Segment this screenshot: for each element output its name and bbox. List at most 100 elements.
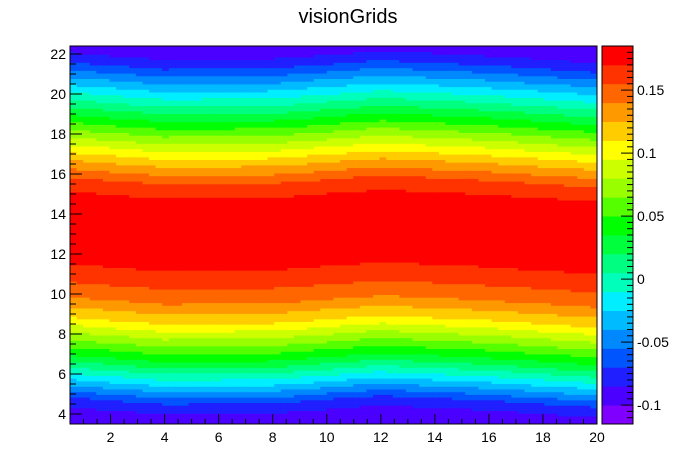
heatmap-cell xyxy=(129,226,137,231)
heatmap-cell xyxy=(70,316,78,320)
heatmap-cell xyxy=(254,221,262,225)
heatmap-cell xyxy=(241,394,249,398)
heatmap-cell xyxy=(102,361,111,366)
heatmap-cell xyxy=(122,148,130,152)
heatmap-cell xyxy=(116,218,124,223)
heatmap-cell xyxy=(149,91,157,96)
heatmap-cell xyxy=(162,324,170,328)
heatmap-cell xyxy=(247,297,256,301)
heatmap-cell xyxy=(228,102,236,106)
heatmap-cell xyxy=(208,334,216,339)
heatmap-cell xyxy=(76,294,84,298)
heatmap-cell xyxy=(228,240,236,244)
heatmap-cell xyxy=(149,170,157,174)
heatmap-cell xyxy=(168,235,176,239)
heatmap-cell xyxy=(214,124,223,128)
heatmap-cell xyxy=(201,183,209,187)
heatmap-cell xyxy=(208,283,216,287)
heatmap-cell xyxy=(241,332,249,336)
heatmap-cell xyxy=(96,232,104,236)
heatmap-cell xyxy=(122,418,130,422)
heatmap-cell xyxy=(142,264,150,268)
heatmap-cell xyxy=(70,54,78,58)
heatmap-cell xyxy=(96,213,104,217)
heatmap-cell xyxy=(102,116,111,120)
heatmap-cell xyxy=(83,302,91,306)
heatmap-cell xyxy=(70,175,78,179)
heatmap-cell xyxy=(129,75,137,79)
heatmap-cell xyxy=(188,46,196,50)
heatmap-cell xyxy=(129,81,137,85)
heatmap-cell xyxy=(116,86,124,90)
heatmap-cell xyxy=(162,224,170,228)
heatmap-cell xyxy=(83,310,91,314)
heatmap-cell xyxy=(247,194,256,198)
heatmap-cell xyxy=(175,334,183,339)
heatmap-cell xyxy=(102,370,111,374)
heatmap-cell xyxy=(188,197,196,201)
heatmap-cell xyxy=(241,208,249,212)
heatmap-cell xyxy=(188,62,196,66)
heatmap-cell xyxy=(175,340,183,344)
heatmap-cell xyxy=(102,159,111,163)
heatmap-cell xyxy=(109,307,117,312)
heatmap-cell xyxy=(201,218,209,223)
heatmap-cell xyxy=(234,121,242,125)
heatmap-cell xyxy=(188,367,196,371)
heatmap-cell xyxy=(96,407,104,412)
heatmap-cell xyxy=(135,199,144,204)
heatmap-cell xyxy=(261,302,269,306)
heatmap-cell xyxy=(142,302,150,306)
heatmap-cell xyxy=(247,251,256,255)
heatmap-cell xyxy=(109,89,117,93)
heatmap-cell xyxy=(195,194,203,198)
heatmap-cell xyxy=(129,132,137,136)
heatmap-cell xyxy=(116,78,124,82)
heatmap-cell xyxy=(76,191,84,196)
heatmap-cell xyxy=(175,191,183,196)
heatmap-cell xyxy=(247,208,256,212)
heatmap-cell xyxy=(195,405,203,409)
heatmap-cell xyxy=(96,256,104,260)
heatmap-cell xyxy=(155,297,163,301)
heatmap-cell xyxy=(254,353,262,358)
heatmap-cell xyxy=(149,110,157,115)
heatmap-cell xyxy=(122,162,130,166)
heatmap-cell xyxy=(228,410,236,414)
heatmap-cell xyxy=(247,329,256,333)
heatmap-cell xyxy=(122,181,130,185)
heatmap-cell xyxy=(168,70,176,74)
heatmap-cell xyxy=(261,251,269,255)
heatmap-cell xyxy=(83,343,91,347)
heatmap-cell xyxy=(89,291,97,295)
heatmap-cell xyxy=(109,62,117,66)
heatmap-cell xyxy=(221,280,229,285)
heatmap-cell xyxy=(247,197,256,201)
heatmap-cell xyxy=(70,243,78,247)
heatmap-cell xyxy=(175,278,183,282)
heatmap-cell xyxy=(109,232,117,236)
heatmap-cell xyxy=(142,210,150,214)
heatmap-cell xyxy=(241,305,249,309)
heatmap-cell xyxy=(188,64,196,69)
heatmap-cell xyxy=(201,124,209,128)
heatmap-cell xyxy=(228,291,236,295)
heatmap-cell xyxy=(116,294,124,298)
heatmap-cell xyxy=(188,388,196,393)
heatmap-cell xyxy=(129,321,137,325)
heatmap-cell xyxy=(149,86,157,90)
heatmap-cell xyxy=(102,110,111,115)
heatmap-cell xyxy=(83,340,91,344)
heatmap-cell xyxy=(247,243,256,247)
heatmap-cell xyxy=(208,380,216,385)
heatmap-cell xyxy=(241,399,249,403)
heatmap-cell xyxy=(181,172,190,177)
heatmap-cell xyxy=(83,248,91,252)
heatmap-cell xyxy=(155,56,163,61)
heatmap-cell xyxy=(234,375,242,379)
heatmap-cell xyxy=(241,302,249,306)
heatmap-cell xyxy=(135,213,144,217)
heatmap-cell xyxy=(261,224,269,228)
heatmap-cell xyxy=(168,356,176,360)
heatmap-cell xyxy=(129,191,137,196)
